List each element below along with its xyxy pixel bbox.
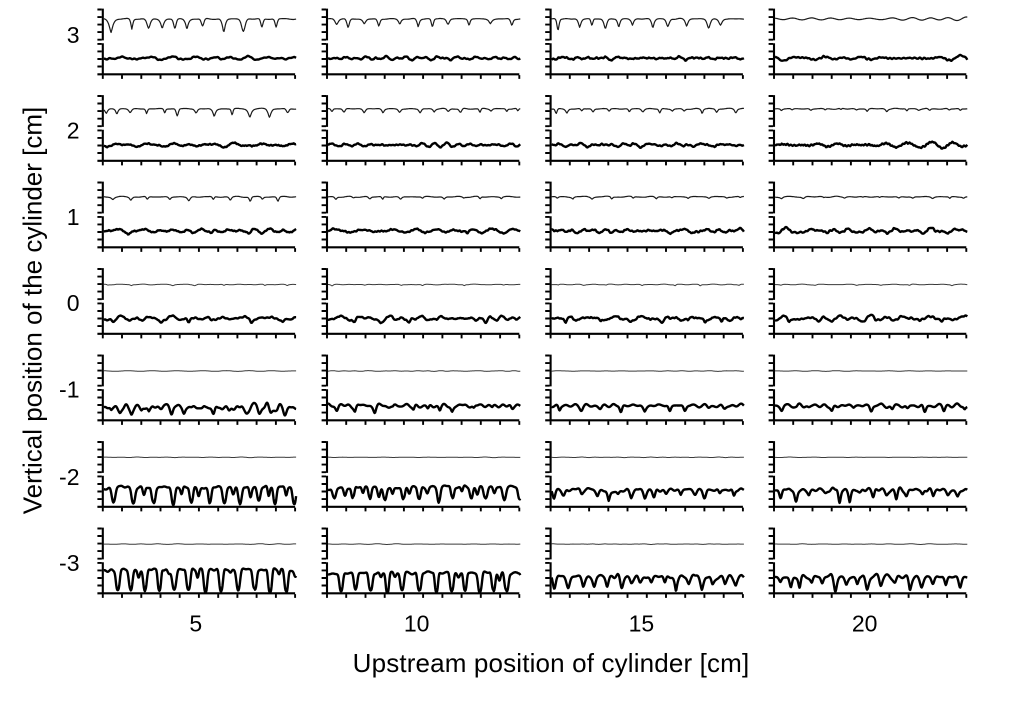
- svg-text:Upstream position of cylinder: Upstream position of cylinder [cm]: [353, 648, 750, 678]
- svg-text:1: 1: [67, 204, 80, 230]
- svg-text:15: 15: [629, 611, 655, 637]
- svg-text:Vertical position of the cylin: Vertical position of the cylinder [cm]: [18, 107, 48, 515]
- svg-text:5: 5: [189, 611, 202, 637]
- svg-text:-2: -2: [59, 464, 79, 490]
- svg-text:0: 0: [67, 290, 80, 316]
- svg-text:10: 10: [404, 611, 430, 637]
- svg-text:-3: -3: [59, 550, 79, 576]
- svg-text:3: 3: [67, 22, 80, 48]
- svg-text:2: 2: [67, 117, 80, 143]
- svg-text:20: 20: [852, 611, 878, 637]
- svg-text:-1: -1: [59, 377, 79, 403]
